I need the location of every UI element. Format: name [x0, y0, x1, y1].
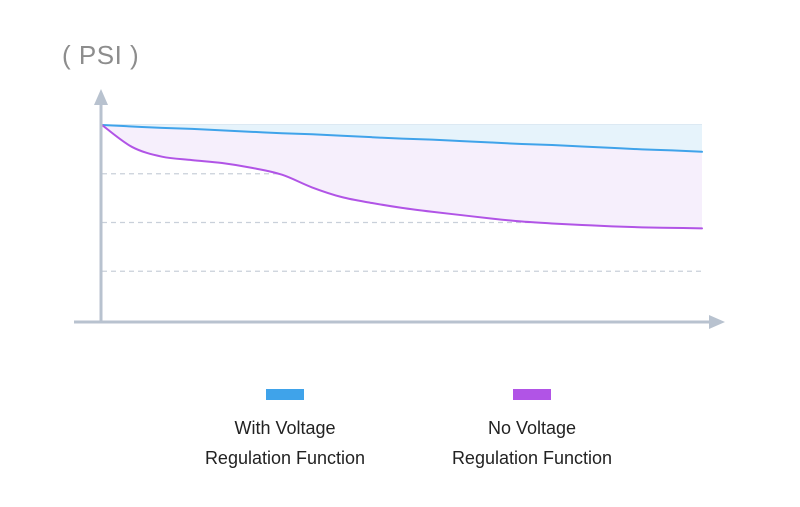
- legend-label-line-1: No Voltage: [487, 418, 577, 438]
- legend: With Voltage Regulation Function No Volt…: [0, 388, 800, 478]
- y-axis-arrow-icon: [94, 89, 108, 105]
- series-lines: [101, 124, 703, 230]
- x-axis-arrow-icon: [709, 315, 725, 329]
- legend-label-line-2: Regulation Function: [451, 448, 613, 468]
- legend-label-line-2: Regulation Function: [204, 448, 366, 468]
- legend-swatch-purple: [513, 389, 551, 400]
- series-area-no-regulation: [102, 125, 702, 229]
- series-areas: [102, 125, 702, 229]
- y-axis-unit-label: ( PSI ): [62, 40, 140, 70]
- axes: [74, 89, 725, 329]
- legend-swatch-blue: [266, 389, 304, 400]
- series-line-no-regulation: [101, 124, 703, 230]
- legend-item-with-voltage-regulation: With Voltage Regulation Function: [155, 388, 415, 473]
- series-line-with-regulation: [101, 124, 703, 153]
- legend-label-line-1: With Voltage: [234, 418, 336, 438]
- legend-item-no-voltage-regulation: No Voltage Regulation Function: [402, 388, 662, 473]
